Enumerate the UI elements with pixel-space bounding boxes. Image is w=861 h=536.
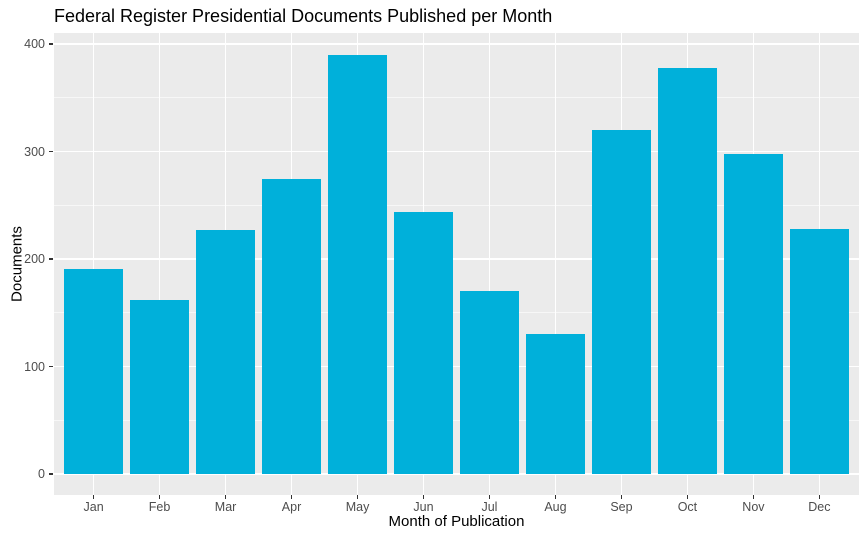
x-tick-label-oct: Oct xyxy=(677,500,698,514)
gridline-x-aug xyxy=(554,33,557,495)
y-tick-mark-400 xyxy=(49,43,53,45)
gridline-major-y-200 xyxy=(54,258,859,260)
gridline-major-y-400 xyxy=(54,43,859,45)
x-tick-mark-may xyxy=(356,495,359,499)
bar-mar xyxy=(195,230,256,474)
gridline-x-jan xyxy=(92,33,95,495)
gridline-x-jul xyxy=(488,33,491,495)
gridline-major-y-100 xyxy=(54,365,859,368)
plot-panel xyxy=(54,33,859,495)
y-tick-mark-300 xyxy=(49,150,53,153)
bar-nov xyxy=(723,153,784,474)
bar-may xyxy=(327,54,388,474)
x-tick-mark-nov xyxy=(752,495,755,499)
x-tick-label-mar: Mar xyxy=(214,500,237,514)
x-tick-label-jun: Jun xyxy=(413,500,434,514)
x-tick-mark-mar xyxy=(224,495,227,499)
x-tick-label-nov: Nov xyxy=(742,500,765,514)
gridline-minor-y-250 xyxy=(54,204,859,206)
x-tick-label-feb: Feb xyxy=(148,500,171,514)
x-tick-mark-apr xyxy=(290,495,293,499)
bar-dec xyxy=(789,229,850,474)
x-tick-label-aug: Aug xyxy=(544,500,567,514)
bar-jun xyxy=(393,211,454,474)
y-tick-mark-200 xyxy=(49,258,53,260)
x-tick-label-may: May xyxy=(345,500,370,514)
x-tick-label-apr: Apr xyxy=(281,500,302,514)
y-tick-label-200: 200 xyxy=(24,252,45,267)
chart-title: Federal Register Presidential Documents … xyxy=(54,6,553,26)
x-tick-mark-sep xyxy=(620,495,623,499)
x-tick-label-jul: Jul xyxy=(481,500,498,514)
y-tick-mark-100 xyxy=(49,365,53,368)
y-tick-label-0: 0 xyxy=(38,467,45,481)
bar-jul xyxy=(459,291,520,474)
gridline-minor-y-150 xyxy=(54,312,859,314)
y-tick-mark-0 xyxy=(49,473,53,475)
x-axis-title: Month of Publication xyxy=(388,513,525,530)
x-tick-mark-jan xyxy=(92,495,95,499)
bar-aug xyxy=(525,334,586,474)
x-tick-mark-jul xyxy=(488,495,491,499)
bar-oct xyxy=(657,67,718,474)
x-tick-mark-dec xyxy=(818,495,821,499)
bar-sep xyxy=(591,130,652,474)
gridline-x-feb xyxy=(158,33,161,495)
gridline-minor-y-350 xyxy=(54,97,859,99)
x-tick-mark-oct xyxy=(686,495,689,499)
bar-feb xyxy=(129,299,190,474)
gridline-major-y-0 xyxy=(54,473,859,475)
x-tick-mark-feb xyxy=(158,495,161,499)
bar-jan xyxy=(63,268,124,474)
y-tick-label-100: 100 xyxy=(24,359,45,374)
x-tick-mark-jun xyxy=(422,495,425,499)
x-tick-label-sep: Sep xyxy=(610,500,633,514)
x-tick-label-dec: Dec xyxy=(808,500,831,514)
gridline-major-y-300 xyxy=(54,150,859,153)
y-tick-label-400: 400 xyxy=(24,37,45,52)
x-tick-mark-aug xyxy=(554,495,557,499)
y-tick-label-300: 300 xyxy=(24,144,45,159)
x-tick-label-jan: Jan xyxy=(83,500,104,514)
bar-apr xyxy=(261,178,322,474)
gridline-minor-y-50 xyxy=(54,419,859,421)
